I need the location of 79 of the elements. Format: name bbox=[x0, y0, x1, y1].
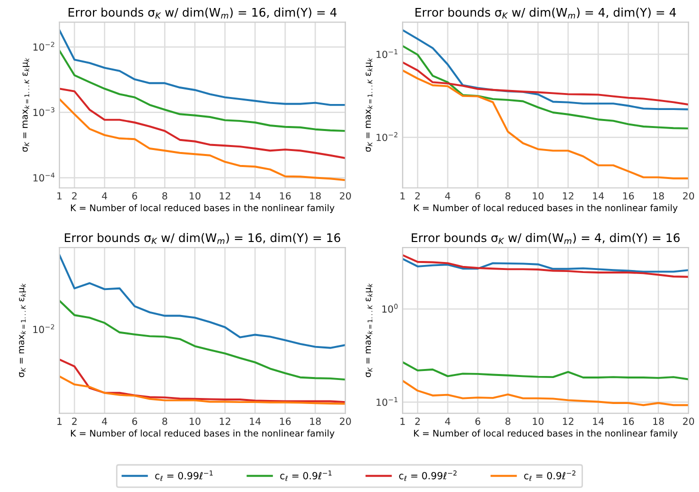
x-axis-title: K = Number of local reduced bases in the nonlinear family bbox=[414, 430, 678, 438]
x-axis-title: K = Number of local reduced bases in the nonlinear family bbox=[70, 204, 334, 213]
x-tick-label: 4 bbox=[445, 418, 450, 425]
x-tick-label: 1 bbox=[57, 418, 62, 425]
x-tick-label: 16 bbox=[280, 418, 291, 425]
x-tick-label: 8 bbox=[162, 192, 168, 200]
line-series bbox=[402, 29, 689, 110]
x-tick-label: 2 bbox=[72, 418, 77, 425]
x-tick-label: 20 bbox=[683, 192, 694, 200]
y-tick-label: 10$^{0}$ bbox=[382, 304, 398, 313]
x-tick-label: 16 bbox=[623, 192, 634, 200]
x-tick-label: 14 bbox=[250, 418, 261, 425]
line-series bbox=[402, 380, 689, 406]
x-tick-label: 14 bbox=[250, 192, 261, 200]
chart-title: Error bounds σ$_{K}$ w/ dim(W$_{m}$) = 16, dim(Y) = 16 bbox=[64, 233, 340, 244]
y-tick-label: 10$^{−1}$ bbox=[376, 397, 398, 406]
x-tick-label: 8 bbox=[162, 418, 168, 425]
legend-label: c$_{ℓ}$ = 0.9ℓ$^{−2}$ bbox=[524, 470, 576, 481]
x-tick-label: 14 bbox=[593, 192, 604, 200]
x-tick-label: 18 bbox=[310, 418, 321, 425]
x-tick-label: 4 bbox=[445, 192, 450, 200]
line-series bbox=[402, 61, 689, 106]
line-series bbox=[402, 254, 689, 278]
line-series bbox=[402, 361, 689, 380]
legend-label: c$_{ℓ}$ = 0.99ℓ$^{−2}$ bbox=[399, 470, 457, 481]
x-tick-label: 6 bbox=[132, 418, 138, 425]
x-tick-label: 16 bbox=[280, 192, 291, 200]
x-tick-label: 12 bbox=[562, 192, 574, 200]
x-tick-label: 1 bbox=[57, 192, 62, 200]
line-series bbox=[402, 44, 689, 130]
x-tick-label: 10 bbox=[532, 192, 544, 200]
y-axis-title: σ$_{K}$ = max$_{k=1...K}$ ε$_{k}$μ$_{k}$ bbox=[366, 283, 373, 378]
x-tick-label: 8 bbox=[505, 192, 510, 200]
x-tick-label: 10 bbox=[532, 418, 544, 425]
x-tick-label: 18 bbox=[653, 192, 664, 200]
x-tick-label: 2 bbox=[72, 192, 77, 200]
x-tick-label: 10 bbox=[190, 418, 200, 425]
x-tick-label: 4 bbox=[102, 192, 108, 200]
x-tick-label: 1 bbox=[400, 418, 405, 425]
x-axis-title: K = Number of local reduced bases in the nonlinear family bbox=[70, 430, 334, 438]
y-tick-label: 10$^{−3}$ bbox=[33, 107, 54, 116]
line-series bbox=[59, 98, 346, 182]
chart-title: Error bounds σ$_{K}$ w/ dim(W$_{m}$) = 4, dim(Y) = 16 bbox=[412, 233, 680, 244]
x-tick-label: 18 bbox=[310, 192, 321, 200]
x-tick-label: 8 bbox=[505, 418, 510, 425]
x-tick-label: 1 bbox=[400, 192, 405, 200]
x-tick-label: 20 bbox=[340, 192, 351, 200]
x-tick-label: 20 bbox=[683, 418, 694, 425]
x-tick-label: 12 bbox=[220, 418, 230, 425]
x-tick-label: 16 bbox=[623, 418, 634, 425]
y-axis-title: σ$_{K}$ = max$_{k=1...K}$ ε$_{k}$μ$_{k}$ bbox=[19, 283, 26, 378]
line-series bbox=[59, 50, 346, 132]
y-axis-title: σ$_{K}$ = max$_{k=1...K}$ ε$_{k}$μ$_{k}$ bbox=[366, 58, 373, 152]
x-tick-label: 2 bbox=[415, 192, 420, 200]
x-tick-label: 6 bbox=[475, 418, 480, 425]
legend-label: c$_{ℓ}$ = 0.9ℓ$^{−1}$ bbox=[280, 470, 332, 481]
line-series bbox=[59, 88, 346, 160]
y-tick-label: 10$^{−1}$ bbox=[376, 49, 398, 58]
x-tick-label: 2 bbox=[415, 418, 420, 425]
x-tick-label: 12 bbox=[220, 192, 230, 200]
line-series bbox=[59, 29, 346, 106]
y-tick-label: 10$^{−4}$ bbox=[33, 172, 55, 182]
x-tick-label: 10 bbox=[190, 192, 200, 200]
legend-label: c$_{ℓ}$ = 0.99ℓ$^{−1}$ bbox=[155, 470, 213, 481]
chart-title: Error bounds σ$_{K}$ w/ dim(W$_{m}$) = 4, dim(Y) = 4 bbox=[416, 8, 676, 19]
y-tick-label: 10$^{−2}$ bbox=[376, 132, 398, 142]
y-axis-title: σ$_{K}$ = max$_{k=1...K}$ ε$_{k}$μ$_{k}$ bbox=[22, 58, 30, 152]
x-tick-label: 14 bbox=[593, 418, 604, 425]
x-tick-label: 20 bbox=[340, 418, 351, 425]
x-tick-label: 6 bbox=[475, 192, 480, 200]
x-axis-title: K = Number of local reduced bases in the nonlinear family bbox=[414, 204, 678, 213]
x-tick-label: 12 bbox=[562, 418, 574, 425]
line-series bbox=[402, 258, 689, 273]
line-series bbox=[402, 69, 689, 180]
x-tick-label: 4 bbox=[102, 418, 108, 425]
y-tick-label: 10$^{−2}$ bbox=[33, 42, 54, 51]
x-tick-label: 6 bbox=[132, 192, 138, 200]
x-tick-label: 18 bbox=[653, 418, 664, 425]
chart-title: Error bounds σ$_{K}$ w/ dim(W$_{m}$) = 16, dim(Y) = 4 bbox=[68, 8, 337, 19]
